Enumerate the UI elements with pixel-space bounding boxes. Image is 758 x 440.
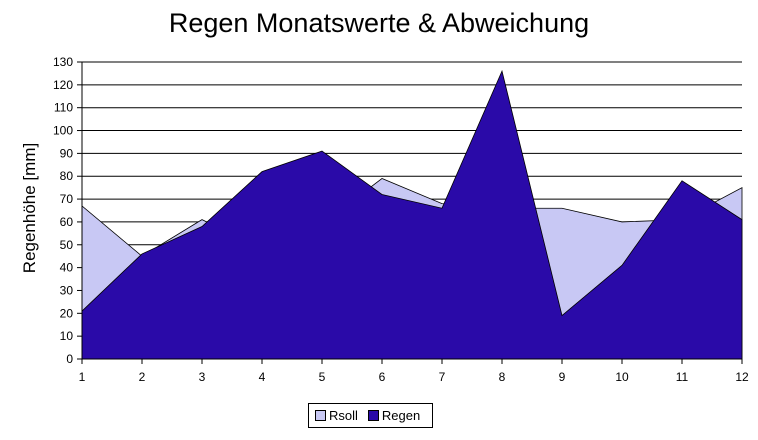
- x-tick-label-2: 2: [139, 370, 146, 384]
- y-tick-label-60: 60: [60, 215, 74, 229]
- x-tick-label-11: 11: [676, 370, 689, 384]
- x-tick-label-7: 7: [439, 370, 446, 384]
- y-tick-label-10: 10: [60, 329, 74, 343]
- y-tick-label-70: 70: [60, 192, 74, 206]
- y-tick-label-40: 40: [60, 261, 74, 275]
- legend-swatch-regen: [367, 410, 379, 421]
- series-area-regen: [81, 69, 743, 360]
- legend-label-rsoll: Rsoll: [329, 408, 358, 423]
- x-tick-label-4: 4: [259, 370, 266, 384]
- y-tick-label-120: 120: [53, 78, 73, 92]
- x-tick-label-8: 8: [499, 370, 506, 384]
- chart-title: Regen Monatswerte & Abweichung: [168, 8, 590, 38]
- y-tick-label-20: 20: [60, 306, 74, 320]
- legend-item-rsoll: Rsoll: [315, 408, 358, 423]
- y-tick-label-90: 90: [60, 146, 74, 160]
- y-tick-label-0: 0: [66, 352, 73, 366]
- x-tick-label-1: 1: [79, 370, 86, 384]
- y-tick-label-30: 30: [60, 283, 74, 297]
- y-axis-label: Regenhöhe [mm]: [20, 143, 39, 273]
- y-tick-label-100: 100: [53, 124, 73, 138]
- x-tick-label-5: 5: [319, 370, 326, 384]
- y-tick-label-130: 130: [53, 55, 73, 69]
- legend-label-regen: Regen: [381, 408, 421, 423]
- x-tick-label-9: 9: [559, 370, 566, 384]
- y-tick-label-110: 110: [54, 101, 73, 115]
- x-tick-label-3: 3: [199, 370, 206, 384]
- y-tick-label-80: 80: [60, 169, 74, 183]
- legend: Rsoll Regen: [308, 403, 433, 428]
- legend-swatch-rsoll: [315, 410, 326, 421]
- y-tick-label-50: 50: [60, 238, 74, 252]
- series-areas: [81, 69, 743, 360]
- axes: [77, 61, 743, 364]
- legend-item-regen: Regen: [367, 408, 421, 423]
- x-tick-label-6: 6: [379, 370, 386, 384]
- x-tick-label-10: 10: [615, 370, 629, 384]
- x-tick-label-12: 12: [735, 370, 749, 384]
